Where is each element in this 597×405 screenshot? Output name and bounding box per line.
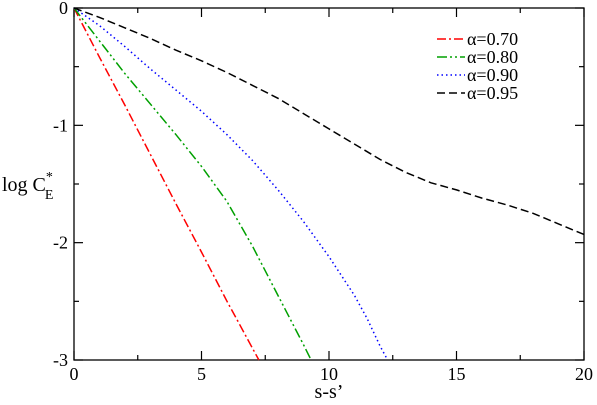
svg-text:log C*E: log C* E: [2, 170, 53, 203]
legend-label: α=0.90: [467, 65, 518, 85]
y-axis-label-subscript: E: [45, 188, 54, 203]
y-axis-label-base: log C: [2, 174, 46, 196]
x-tick-label: 10: [320, 364, 338, 384]
legend-label: α=0.80: [467, 47, 518, 67]
series-line-2: [73, 7, 312, 361]
series-line-3: [73, 7, 389, 361]
axis-ticks: [73, 7, 585, 361]
x-tick-label: 0: [70, 364, 79, 384]
y-tick-label: 0: [59, 0, 68, 18]
y-tick-label: -1: [53, 115, 68, 135]
y-tick-label: -2: [53, 233, 68, 253]
x-tick-label: 5: [197, 364, 206, 384]
y-tick-label: -3: [53, 350, 68, 370]
legend-label: α=0.95: [467, 83, 518, 103]
series-line-1: [73, 7, 260, 361]
y-axis-label: log C* E: [2, 170, 53, 203]
x-tick-label: 15: [448, 364, 466, 384]
x-axis-label: s-s’: [315, 381, 344, 403]
axis-tick-labels: 0 5 10 15 20 -3 -2 -1 0: [53, 0, 593, 384]
legend: α=0.70α=0.80α=0.90α=0.95: [437, 29, 518, 103]
series-line-4: [73, 7, 585, 236]
legend-label: α=0.70: [467, 29, 518, 49]
series-lines: [73, 7, 585, 361]
y-axis-label-superscript: *: [46, 170, 53, 185]
x-tick-label: 20: [575, 364, 593, 384]
